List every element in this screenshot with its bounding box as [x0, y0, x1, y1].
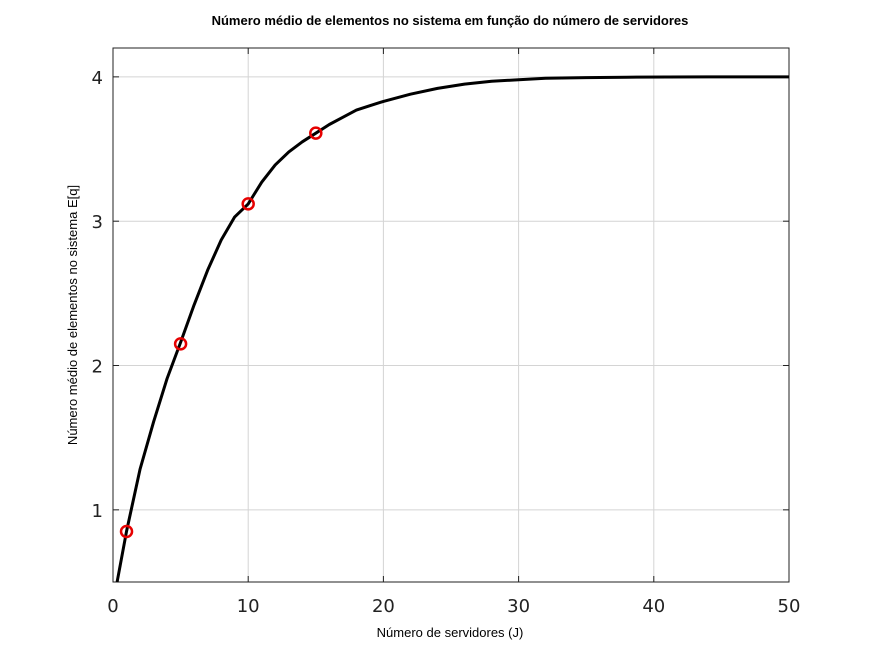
- x-tick-label: 50: [778, 596, 801, 617]
- data-point-marker: [241, 197, 255, 211]
- x-axis-label: Número de servidores (J): [377, 625, 524, 640]
- x-tick-label: 10: [237, 596, 260, 617]
- x-tick-label: 30: [507, 596, 530, 617]
- data-point-marker: [119, 524, 134, 539]
- y-tick-label: 4: [92, 68, 103, 89]
- plot-frame: [112, 47, 790, 583]
- series-line: [115, 75, 789, 583]
- chart-title: Número médio de elementos no sistema em …: [212, 13, 689, 28]
- series-layer: [115, 75, 789, 583]
- y-tick-label: 2: [92, 357, 103, 378]
- tick-layer: 0 10 20 30 40 50 1 2 3 4: [92, 48, 801, 617]
- data-point-marker: [309, 126, 323, 140]
- x-tick-label: 40: [642, 596, 665, 617]
- grid-layer: [112, 48, 790, 582]
- x-tick-label: 20: [372, 596, 395, 617]
- y-axis-label: Número médio de elementos no sistema E[q…: [65, 185, 80, 445]
- data-point-marker: [173, 337, 188, 351]
- y-tick-label: 3: [92, 212, 103, 233]
- y-tick-label: 1: [92, 501, 103, 522]
- x-tick-label: 0: [107, 596, 118, 617]
